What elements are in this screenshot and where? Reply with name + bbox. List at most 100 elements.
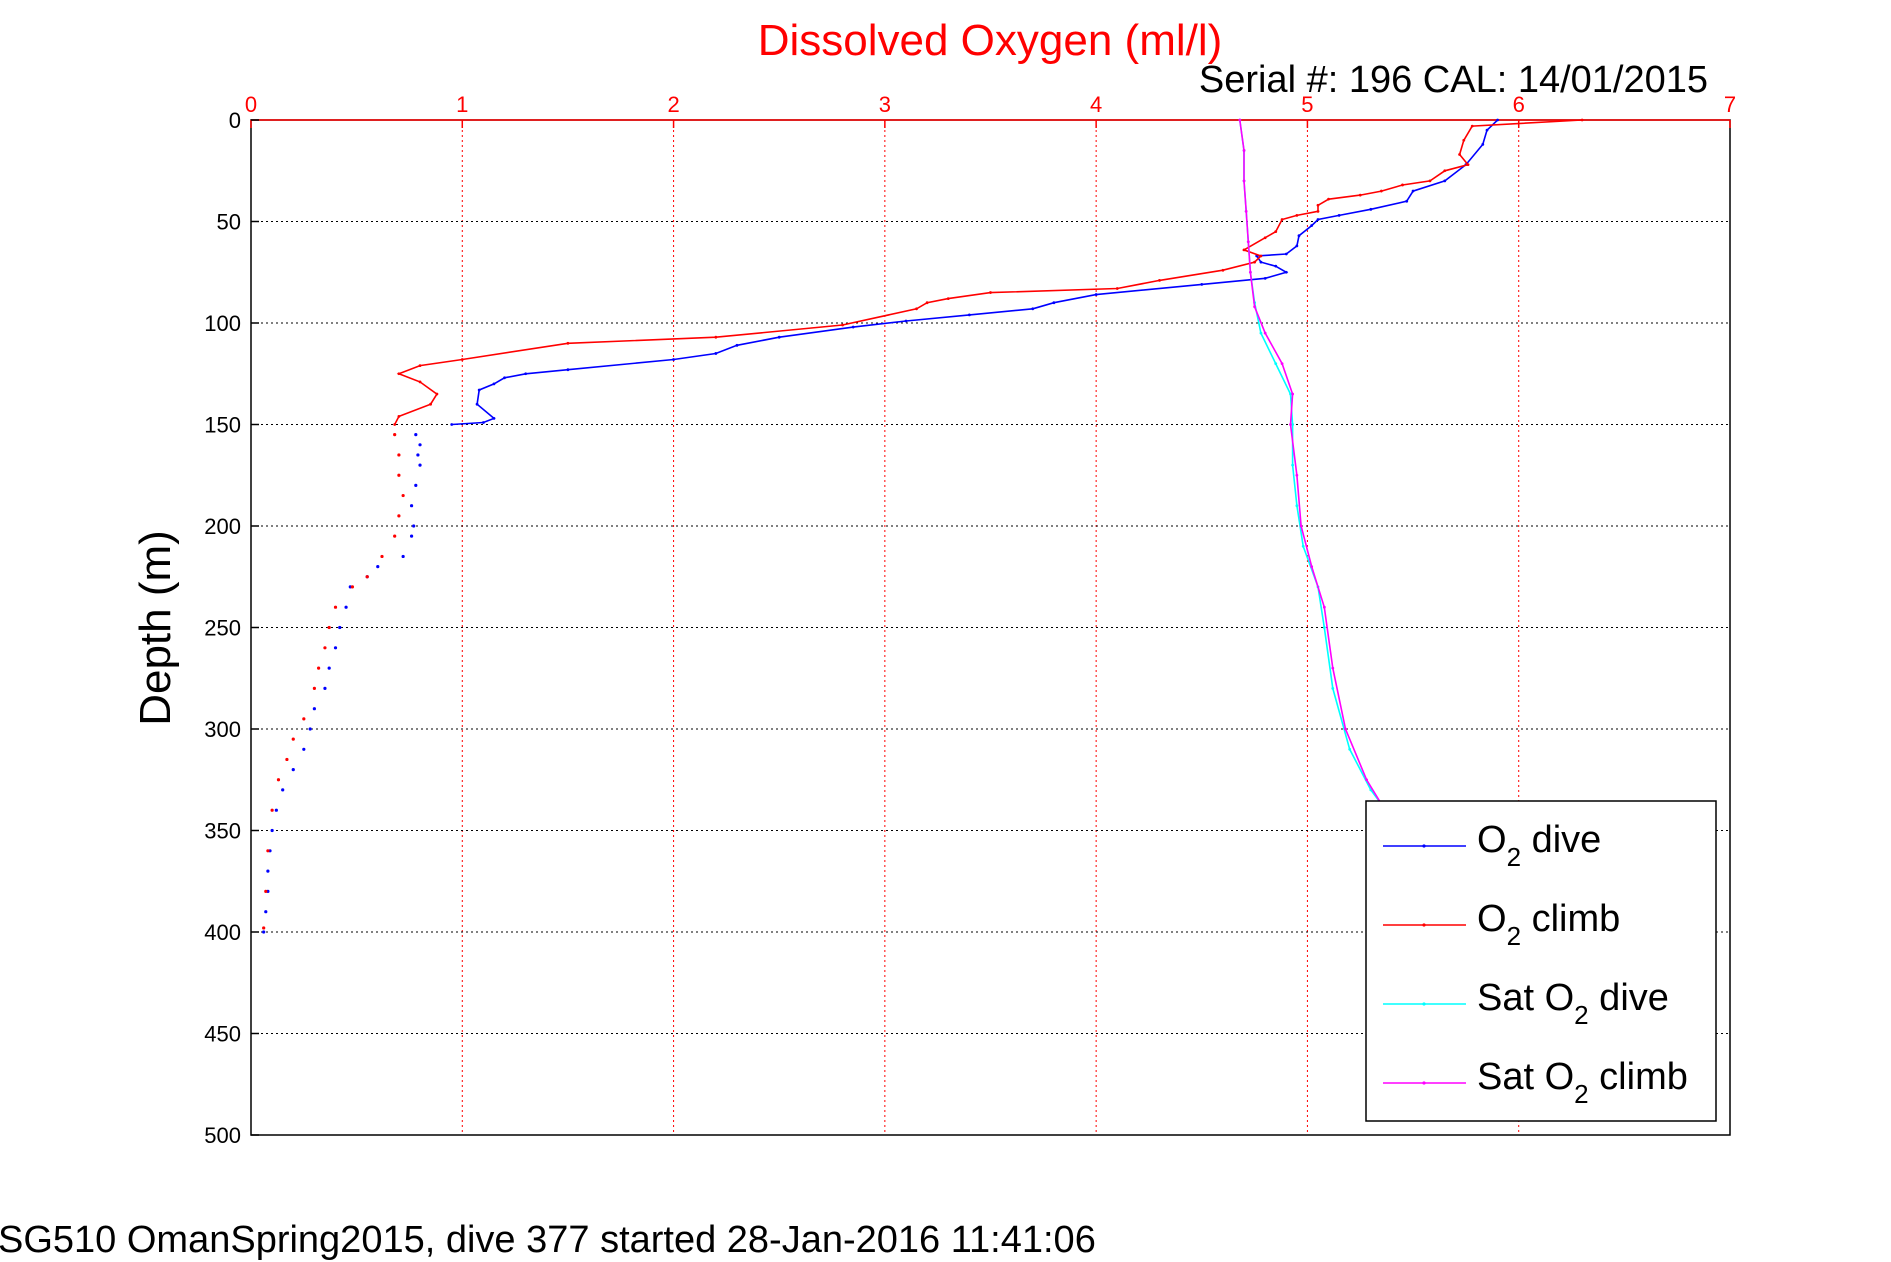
data-point <box>1242 248 1246 252</box>
legend-label-rest: climb <box>1589 1056 1688 1098</box>
data-point <box>1322 626 1326 629</box>
data-point <box>418 364 422 368</box>
data-point <box>714 352 718 355</box>
data-point <box>266 849 270 853</box>
data-point <box>1284 252 1288 256</box>
data-point <box>376 565 380 569</box>
data-point <box>344 605 348 609</box>
data-point <box>291 737 295 741</box>
data-point <box>851 325 855 329</box>
data-point <box>672 358 675 361</box>
data-point <box>1295 473 1299 477</box>
x-tick-label: 4 <box>1090 92 1102 117</box>
data-point <box>270 808 274 812</box>
legend-marker <box>1422 923 1426 927</box>
data-point <box>323 646 327 650</box>
legend-item: Sat O2 dive <box>1383 977 1669 1030</box>
data-point <box>1358 193 1362 197</box>
data-point <box>1242 149 1246 152</box>
legend-label-subscript: 2 <box>1574 1000 1588 1030</box>
data-point <box>1301 544 1305 548</box>
series-2 <box>393 118 1584 426</box>
legend-label: Sat O2 dive <box>1477 977 1669 1030</box>
data-point <box>1295 504 1299 508</box>
data-point <box>1263 331 1267 335</box>
data-point <box>416 453 420 457</box>
data-point <box>1428 179 1432 183</box>
x-tick-label: 6 <box>1513 92 1525 117</box>
data-point <box>1031 307 1035 311</box>
x-tick-label: 0 <box>245 92 257 117</box>
data-point <box>270 828 274 833</box>
data-point <box>524 372 528 376</box>
data-point <box>333 646 338 650</box>
data-point <box>285 757 289 762</box>
y-tick-label: 0 <box>229 108 241 133</box>
data-point <box>841 323 844 327</box>
data-point <box>264 910 268 914</box>
data-point <box>482 421 485 424</box>
legend-label-rest: dive <box>1589 977 1669 1019</box>
data-point <box>1295 244 1299 248</box>
data-point <box>397 514 401 518</box>
data-point <box>327 625 331 630</box>
legend-marker <box>1422 1002 1426 1006</box>
data-point <box>492 382 496 386</box>
series-line <box>393 119 1583 425</box>
data-point <box>1310 224 1314 227</box>
data-point <box>365 575 369 579</box>
data-point <box>1295 214 1299 217</box>
data-point <box>1246 240 1250 244</box>
data-point <box>1580 118 1584 122</box>
y-tick-label: 400 <box>204 920 241 945</box>
data-point <box>1365 778 1368 782</box>
data-point <box>308 727 312 731</box>
data-point <box>492 417 496 420</box>
data-point <box>946 297 950 301</box>
data-point <box>393 423 397 426</box>
data-point <box>262 930 266 934</box>
data-point <box>333 605 338 609</box>
y-tick-label: 300 <box>204 717 241 742</box>
data-point <box>291 768 295 772</box>
data-point <box>412 524 416 528</box>
data-point <box>1496 118 1499 122</box>
data-point <box>1466 163 1470 167</box>
legend-label-main: O <box>1477 819 1507 861</box>
data-point <box>1369 207 1373 211</box>
x-tick-label: 1 <box>456 92 468 117</box>
data-point <box>1280 218 1284 221</box>
data-point <box>1280 362 1284 365</box>
data-point <box>1259 331 1263 335</box>
data-point <box>1274 230 1278 234</box>
data-point <box>1248 270 1252 274</box>
data-point <box>1158 278 1161 282</box>
data-point <box>1297 234 1301 238</box>
data-point <box>1263 276 1267 280</box>
y-tick-label: 450 <box>204 1022 241 1047</box>
data-point <box>460 358 464 361</box>
data-point <box>1348 747 1352 751</box>
data-point <box>1327 197 1330 201</box>
data-point <box>397 473 401 477</box>
legend-label: O2 dive <box>1477 819 1601 872</box>
data-point <box>312 707 316 711</box>
series-line <box>1239 119 1383 805</box>
data-point <box>302 747 306 751</box>
data-point <box>414 483 418 487</box>
data-point <box>1470 124 1474 128</box>
data-point <box>264 889 268 894</box>
data-point <box>1458 153 1461 156</box>
data-point <box>380 554 384 559</box>
data-point <box>1115 287 1119 290</box>
legend-label-main: O <box>1477 898 1507 940</box>
data-point <box>915 307 918 311</box>
data-point <box>1274 362 1278 365</box>
y-tick-label: 100 <box>204 311 241 336</box>
data-point <box>1259 260 1263 264</box>
data-point <box>1411 189 1415 193</box>
data-point <box>1291 463 1295 467</box>
data-point <box>1405 199 1409 203</box>
data-point <box>397 372 401 376</box>
